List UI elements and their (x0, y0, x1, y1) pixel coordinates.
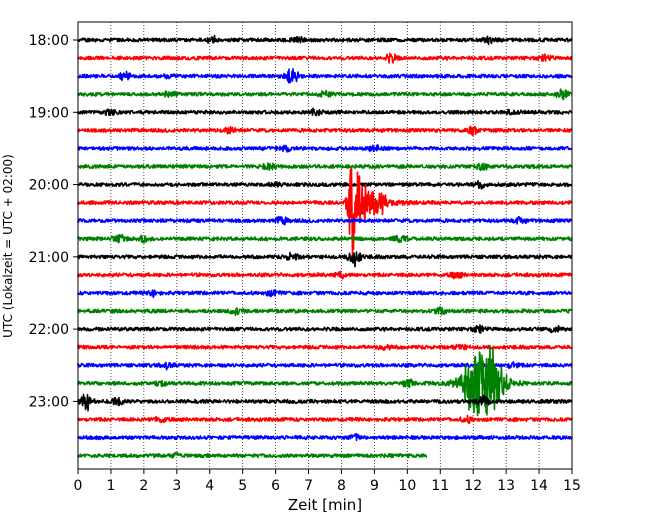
trace-line (77, 251, 573, 268)
x-tick-label: 6 (271, 478, 280, 494)
y-tick-label: 21:00 (29, 250, 69, 266)
x-tick-label: 10 (398, 478, 416, 494)
trace-line (77, 144, 573, 153)
trace-line (77, 52, 573, 64)
trace-line (77, 289, 573, 299)
trace-line (77, 162, 573, 172)
x-tick-label: 14 (530, 478, 548, 494)
x-tick-label: 0 (74, 478, 83, 494)
trace-line (77, 393, 573, 412)
trace-line (77, 414, 573, 424)
x-tick-label: 2 (139, 478, 148, 494)
x-tick-label: 4 (205, 478, 214, 494)
trace-line (77, 233, 573, 244)
y-tick-label: 23:00 (29, 394, 69, 410)
trace-line (77, 215, 573, 226)
x-tick-label: 8 (337, 478, 346, 494)
x-axis-label: Zeit [min] (288, 496, 362, 514)
trace-line (77, 107, 573, 117)
x-tick-label: 1 (106, 478, 115, 494)
y-tick-label: 18:00 (29, 33, 69, 49)
trace-line (77, 324, 573, 334)
x-tick-label: 7 (304, 478, 313, 494)
trace-line (77, 88, 573, 101)
x-tick-label: 15 (563, 478, 581, 494)
seismogram-traces (77, 34, 573, 459)
x-tick-label: 3 (172, 478, 181, 494)
trace-line (77, 125, 573, 137)
y-axis-label: UTC (Lokalzeit = UTC + 02:00) (1, 154, 15, 338)
vertical-grid (110, 22, 540, 469)
trace-line (77, 306, 573, 317)
x-tick-label: 9 (370, 478, 379, 494)
trace-line (77, 180, 573, 190)
y-tick-label: 22:00 (29, 322, 69, 338)
x-tick-label: 12 (464, 478, 482, 494)
trace-line (77, 270, 573, 280)
y-tick-label: 20:00 (29, 178, 69, 194)
x-axis-ticks: 0 1 2 3 4 5 6 7 8 9 10 11 12 13 14 15 (74, 469, 581, 494)
trace-line (77, 68, 573, 84)
trace-line (77, 167, 573, 260)
plot-frame (77, 21, 573, 470)
y-axis-ticks: 18:00 19:00 20:00 21:00 22:00 23:00 (29, 33, 78, 410)
trace-line (77, 451, 428, 459)
trace-line (77, 344, 573, 417)
trace-line (77, 432, 573, 442)
x-tick-label: 13 (497, 478, 515, 494)
x-tick-label: 5 (238, 478, 247, 494)
x-tick-label: 11 (431, 478, 449, 494)
trace-line (77, 34, 573, 46)
y-tick-label: 19:00 (29, 105, 69, 121)
